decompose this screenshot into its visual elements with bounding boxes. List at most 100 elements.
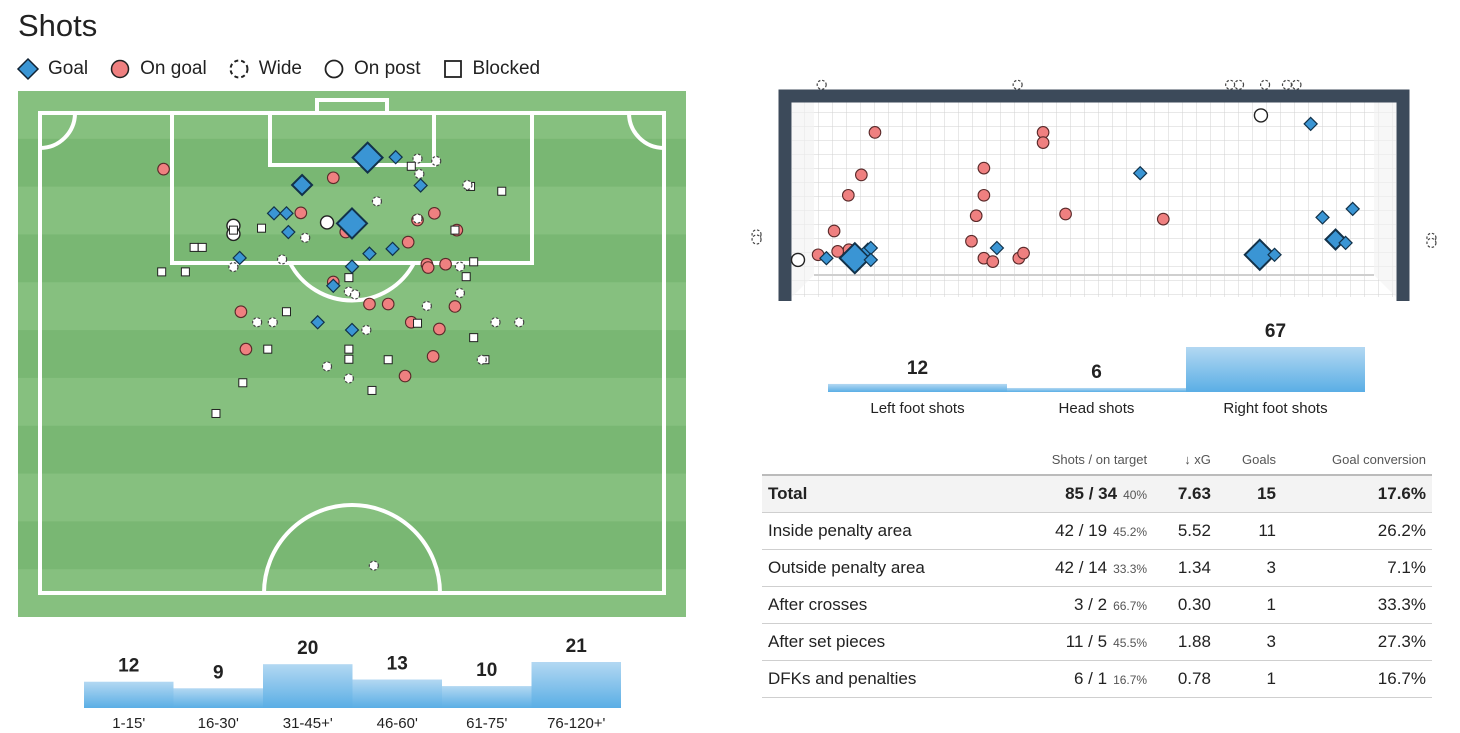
shot-wide[interactable] — [476, 354, 487, 365]
shot-goal[interactable] — [232, 250, 248, 266]
legend-on-post[interactable]: On post — [322, 57, 421, 81]
goal-mouth-on-post[interactable] — [1253, 108, 1269, 123]
shot-on-goal[interactable] — [363, 297, 376, 311]
shot-goal[interactable] — [344, 322, 360, 338]
header-conversion[interactable]: Goal conversion — [1332, 451, 1426, 467]
shot-on-goal[interactable] — [426, 350, 440, 363]
shot-wide[interactable] — [267, 317, 278, 328]
shot-goal[interactable] — [310, 314, 326, 330]
goal-mouth-on-goal[interactable] — [977, 188, 991, 202]
goal-mouth-on-goal[interactable] — [868, 126, 882, 139]
bar[interactable] — [1186, 347, 1365, 392]
goal-mouth-wide[interactable] — [1426, 237, 1437, 248]
goal-mouth-on-goal[interactable] — [965, 234, 978, 248]
goal-mouth-on-goal[interactable] — [977, 161, 991, 175]
shot-square[interactable] — [189, 242, 199, 252]
goal-mouth-on-goal[interactable] — [827, 224, 841, 238]
shot-square[interactable] — [238, 378, 248, 388]
goal-mouth-on-goal[interactable] — [1036, 136, 1050, 149]
shot-square[interactable] — [413, 318, 423, 328]
goal-mouth-on-goal[interactable] — [1059, 207, 1072, 221]
shot-wide[interactable] — [228, 261, 239, 273]
goal-mouth-goal[interactable] — [1243, 238, 1277, 272]
goal-mouth-wide[interactable] — [1012, 79, 1023, 90]
goal-mouth-on-goal[interactable] — [831, 245, 845, 258]
bar[interactable] — [173, 688, 264, 708]
shot-wide[interactable] — [421, 300, 432, 312]
shot-wide[interactable] — [414, 168, 425, 180]
bar[interactable] — [1007, 387, 1186, 392]
shot-on-goal[interactable] — [401, 235, 415, 249]
shot-on-goal[interactable] — [448, 300, 462, 313]
goal-mouth-on-goal[interactable] — [854, 168, 868, 182]
shot-on-goal[interactable] — [157, 162, 170, 176]
shot-on-goal[interactable] — [398, 369, 412, 383]
shot-goal[interactable] — [351, 141, 385, 175]
shot-on-goal[interactable] — [326, 171, 340, 185]
shot-on-goal[interactable] — [439, 257, 452, 271]
goal-mouth-wide[interactable] — [1281, 79, 1293, 90]
goal-mouth-goal[interactable] — [863, 252, 879, 268]
shot-goal[interactable] — [279, 205, 294, 221]
shot-wide[interactable] — [343, 373, 354, 384]
bar[interactable] — [442, 686, 532, 708]
shot-square[interactable] — [180, 267, 190, 277]
shot-wide[interactable] — [368, 560, 379, 571]
bar[interactable] — [352, 679, 443, 708]
header-shots[interactable]: Shots / on target — [1051, 451, 1148, 467]
header-xg[interactable]: ↓ xG — [1184, 451, 1211, 467]
header-goals[interactable]: Goals — [1242, 451, 1276, 467]
goal-mouth-wide[interactable] — [1233, 79, 1245, 90]
shot-goal[interactable] — [266, 205, 282, 221]
shot-goal[interactable] — [281, 224, 296, 240]
shot-wide[interactable] — [514, 317, 525, 328]
shot-wide[interactable] — [300, 232, 311, 243]
goal-mouth-goal[interactable] — [1303, 116, 1319, 132]
bar[interactable] — [531, 662, 622, 708]
shot-wide[interactable] — [361, 324, 372, 336]
shot-goal[interactable] — [385, 241, 400, 257]
shot-square[interactable] — [281, 307, 291, 317]
goal-mouth-wide[interactable] — [751, 234, 762, 245]
shot-wide[interactable] — [277, 254, 288, 265]
shot-square[interactable] — [497, 186, 507, 196]
bar[interactable] — [84, 681, 174, 708]
shot-square[interactable] — [257, 223, 267, 233]
shot-wide[interactable] — [412, 153, 423, 164]
shot-goal[interactable] — [388, 149, 404, 165]
shot-on-goal[interactable] — [234, 305, 248, 319]
goal-mouth-wide[interactable] — [1291, 79, 1302, 90]
legend-goal[interactable]: Goal — [16, 57, 88, 81]
shot-goal[interactable] — [325, 278, 341, 294]
shot-square[interactable] — [157, 267, 167, 277]
shot-goal[interactable] — [362, 246, 377, 261]
shot-square[interactable] — [367, 385, 377, 395]
shot-wide[interactable] — [321, 361, 333, 372]
shot-goal[interactable] — [335, 206, 369, 240]
shot-on-goal[interactable] — [239, 342, 253, 356]
shot-square[interactable] — [197, 242, 207, 252]
shot-square[interactable] — [450, 225, 460, 235]
shot-goal[interactable] — [413, 178, 428, 193]
legend-on-goal[interactable]: On goal — [108, 57, 207, 81]
shot-wide[interactable] — [454, 287, 466, 299]
shot-on-goal[interactable] — [294, 206, 308, 220]
goal-mouth-on-goal[interactable] — [969, 209, 983, 223]
shot-wide[interactable] — [371, 196, 383, 207]
goal-mouth-goal[interactable] — [1345, 201, 1361, 217]
goal-mouth-goal[interactable] — [1267, 247, 1282, 263]
shot-wide[interactable] — [431, 155, 442, 167]
shot-wide[interactable] — [462, 179, 473, 191]
legend-wide[interactable]: Wide — [227, 57, 302, 81]
shot-on-goal[interactable] — [433, 322, 446, 336]
shot-square[interactable] — [461, 272, 471, 282]
goal-mouth-on-goal[interactable] — [1156, 212, 1170, 226]
goal-mouth-wide[interactable] — [1225, 79, 1236, 90]
shot-square[interactable] — [344, 273, 354, 283]
shot-square[interactable] — [383, 355, 393, 365]
goal-mouth-goal[interactable] — [1315, 210, 1330, 225]
shot-wide[interactable] — [252, 317, 263, 328]
goal-mouth-goal[interactable] — [1338, 235, 1353, 251]
goal-mouth-on-goal[interactable] — [1017, 246, 1030, 260]
shot-square[interactable] — [344, 354, 354, 364]
